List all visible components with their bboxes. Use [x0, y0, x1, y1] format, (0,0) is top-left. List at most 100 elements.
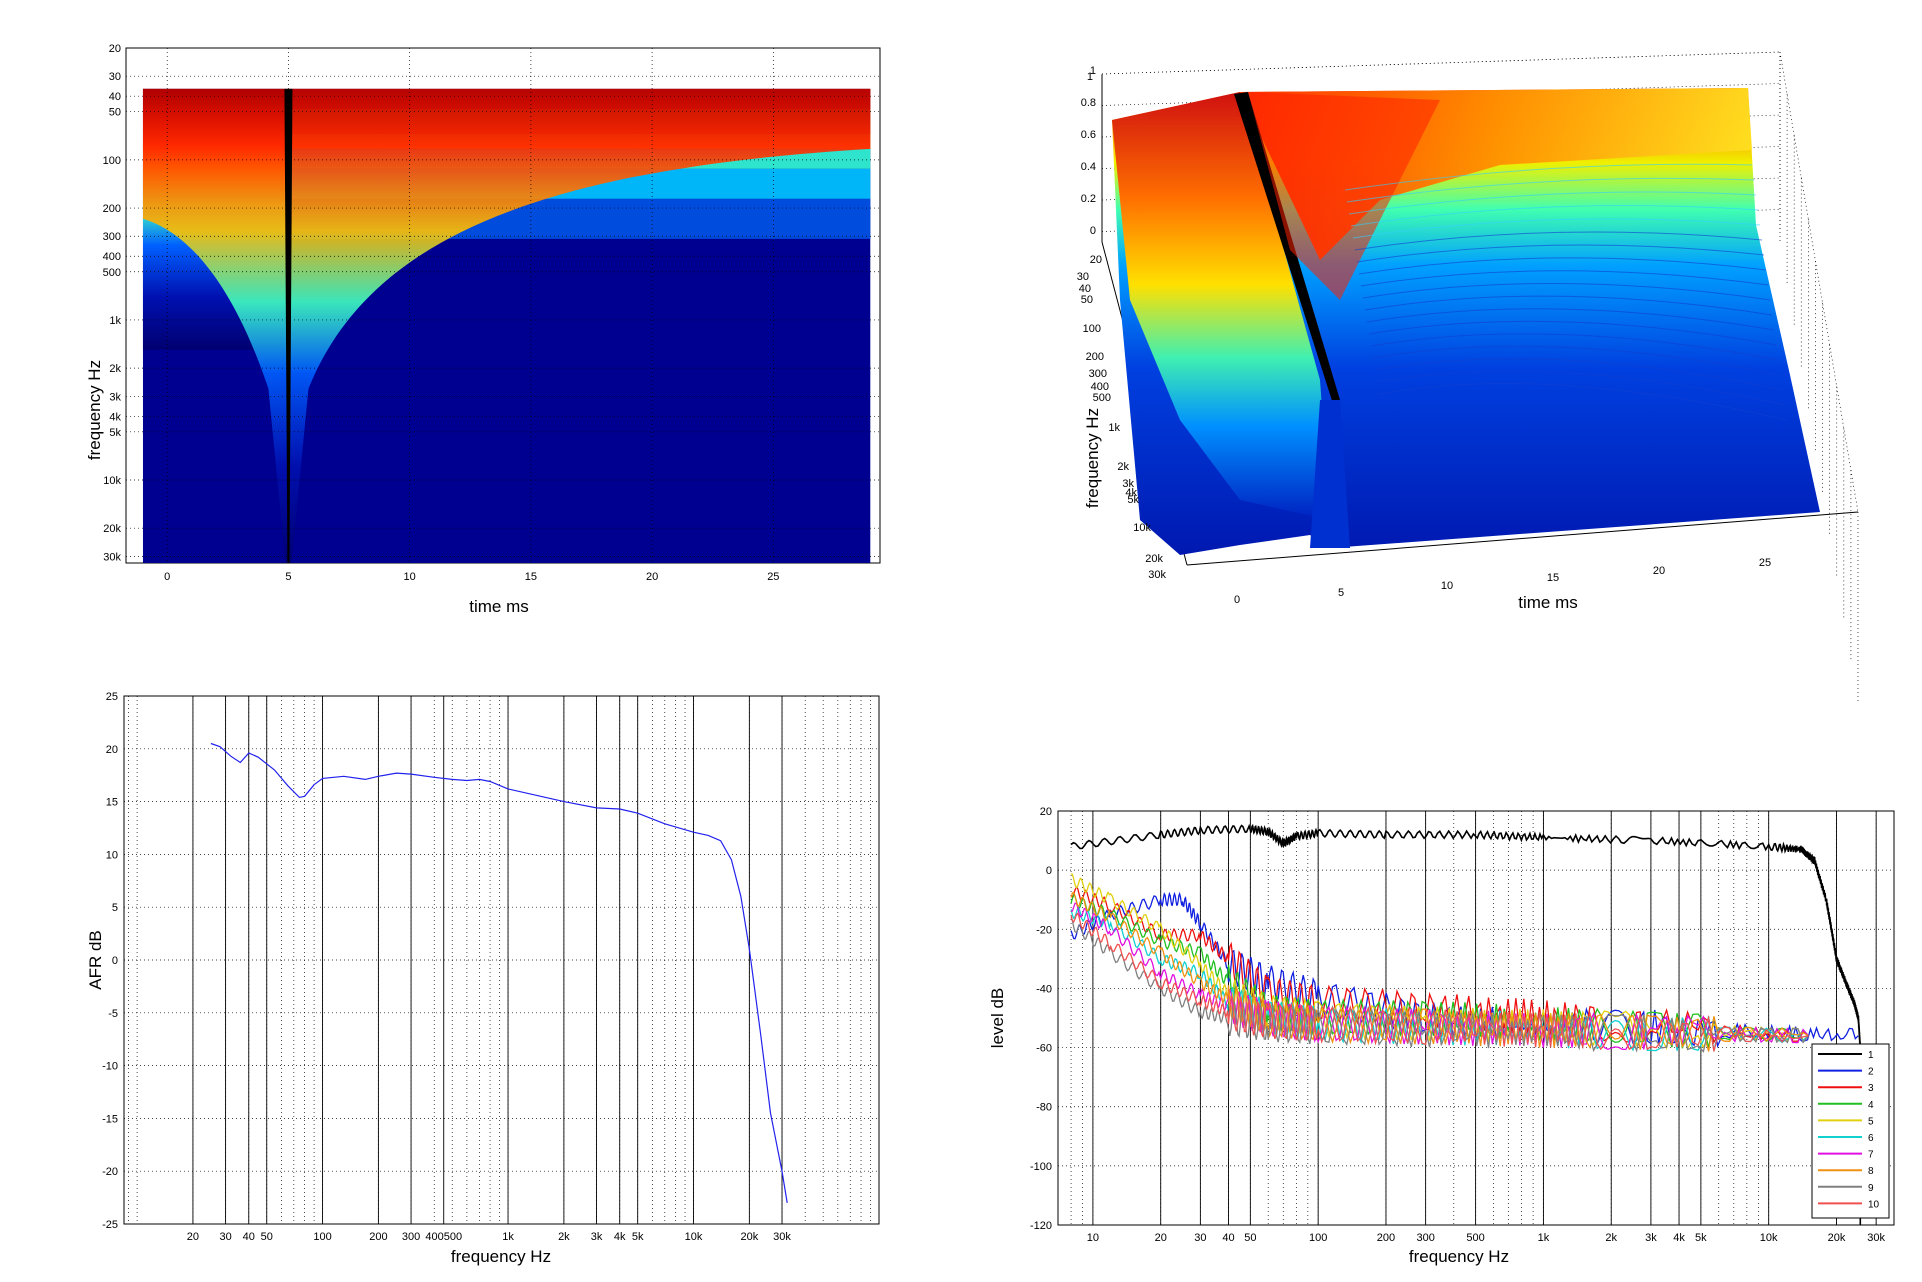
- y-tick-label: 50: [1081, 294, 1093, 306]
- afr-line: [210, 742, 788, 1203]
- x-tick-label: 10k: [685, 1231, 703, 1243]
- y-tick-label: 400: [1091, 381, 1109, 393]
- surface-ridge-red: [1248, 92, 1440, 300]
- level-legend: 1 2 3 4 5 6 7 8 9 10: [1811, 1043, 1890, 1219]
- y-tick-label: -80: [1036, 1102, 1052, 1114]
- y-tick-label: 0: [1046, 865, 1052, 877]
- spectrogram-heatmap: [142, 88, 871, 563]
- surface-row-line: [1364, 295, 1773, 316]
- surface-row-line: [1348, 191, 1757, 215]
- x-tick-label: 25: [1759, 557, 1771, 569]
- y-tick-label: -15: [102, 1113, 118, 1125]
- x-tick-label: 15: [1547, 572, 1559, 584]
- x-tick-label: 15: [525, 571, 537, 583]
- y-tick-label: -120: [1030, 1220, 1052, 1232]
- x-tick-label: 5k: [1695, 1232, 1707, 1244]
- afr-x-label: frequency Hz: [451, 1247, 551, 1266]
- x-tick-label: 5: [1338, 587, 1344, 599]
- legend-label-5: 5: [1868, 1116, 1874, 1127]
- box-edge: [1779, 51, 1859, 513]
- z-tick-label: 0: [1090, 225, 1096, 237]
- surface-row-line: [1370, 333, 1779, 361]
- x-tick-label: 0: [164, 571, 170, 583]
- surface-row-line: [1360, 270, 1769, 287]
- spectrogram-y-ticks: 20 30 40 50 100 200 300 400 500 1k 2k 3k 4k 5k 10k 20k 3…: [103, 43, 122, 563]
- surface-row-line: [1366, 308, 1775, 331]
- x-tick-label: 100: [1309, 1232, 1327, 1244]
- surface-row-line: [1352, 218, 1761, 239]
- y-tick-label: 50: [109, 107, 121, 119]
- y-tick-label: 400: [103, 251, 121, 263]
- waterfall-3d-y-label: frequency Hz: [1083, 408, 1102, 508]
- y-tick-label: 2k: [1117, 461, 1129, 473]
- y-tick-label: 2k: [109, 363, 121, 375]
- x-tick-label: 200: [369, 1231, 387, 1243]
- surface-impulse-ridge: [1234, 92, 1340, 410]
- z-tick-label: 0.2: [1081, 193, 1096, 205]
- x-tick-label: 20: [1653, 565, 1665, 577]
- y-tick-label: 5: [112, 902, 118, 914]
- legend-label-4: 4: [1868, 1100, 1874, 1111]
- x-tick-label: 40: [1222, 1232, 1234, 1244]
- x-tick-label: 4k: [614, 1231, 626, 1243]
- y-tick-label: 10k: [1133, 522, 1151, 534]
- series-line-3: [1070, 885, 1809, 1045]
- y-tick-label: 4k: [109, 411, 121, 423]
- x-tick-label: 10: [1441, 580, 1453, 592]
- y-tick-label: 15: [106, 797, 118, 809]
- level-series: [1070, 823, 1862, 1225]
- x-tick-label: 300: [1416, 1232, 1434, 1244]
- y-tick-label: 3k: [109, 391, 121, 403]
- x-tick-label: 40: [243, 1231, 255, 1243]
- x-tick-label: 20: [187, 1231, 199, 1243]
- x-tick-label: 20: [646, 571, 658, 583]
- x-tick-label: 0: [1234, 594, 1240, 606]
- afr-y-label: AFR dB: [86, 930, 105, 990]
- x-tick-label: 10k: [1760, 1232, 1778, 1244]
- y-tick-label: 500: [103, 267, 121, 279]
- surface-row-line: [1378, 383, 1787, 421]
- spectrogram-grid: [126, 47, 880, 563]
- legend-box: [1811, 1043, 1890, 1219]
- waterfall-3d-x-ticks: 0 5 10 15 20 25: [1234, 557, 1771, 606]
- surface-row-line: [1376, 370, 1785, 406]
- y-tick-label: -5: [108, 1008, 118, 1020]
- legend-label-2: 2: [1868, 1067, 1874, 1078]
- surface-row-line: [1350, 205, 1759, 227]
- legend-label-3: 3: [1868, 1083, 1874, 1094]
- series-line-1: [1070, 823, 1862, 1225]
- waterfall-3d-z-ticks: 0 0.2 0.4 0.6 0.8 11: [1081, 65, 1096, 237]
- z-tick-label: 1: [1090, 65, 1096, 77]
- x-tick-label: 3k: [591, 1231, 603, 1243]
- y-tick-label: 10: [106, 849, 118, 861]
- x-tick-label: 2k: [1605, 1232, 1617, 1244]
- x-tick-label: 30: [1194, 1232, 1206, 1244]
- x-tick-label: 1k: [502, 1231, 514, 1243]
- y-tick-label: 300: [103, 231, 121, 243]
- series-line-10: [1070, 912, 1809, 1052]
- surface-row-line: [1362, 282, 1771, 301]
- surface-row-line: [1354, 231, 1763, 251]
- x-tick-label: 300: [402, 1231, 420, 1243]
- x-tick-label: 30k: [1867, 1232, 1885, 1244]
- y-tick-label: 20: [1090, 254, 1102, 266]
- surface-row-line: [1368, 320, 1777, 346]
- x-tick-label: 4k: [1673, 1232, 1685, 1244]
- y-tick-label: 0: [112, 955, 118, 967]
- x-tick-label: 20k: [1828, 1232, 1846, 1244]
- level-x-ticks: 10 20 30 40 50 100 200 300 500 1k 2k 3k 4k 5k 10k 20k 30…: [1087, 1232, 1886, 1244]
- x-tick-label: 200: [1377, 1232, 1395, 1244]
- z-tick-label: 1: [1087, 71, 1093, 83]
- y-tick-label: 20: [1040, 806, 1052, 818]
- x-tick-label: 30: [219, 1231, 231, 1243]
- y-tick-label: 30k: [103, 551, 121, 563]
- x-tick-label: 500: [1466, 1232, 1484, 1244]
- legend-label-10: 10: [1868, 1199, 1880, 1210]
- y-tick-label: 10k: [103, 475, 121, 487]
- surface-row-line: [1344, 163, 1753, 191]
- surface-impulse-tail: [1310, 400, 1350, 548]
- spectrogram-x-ticks: 0 5 10 15 20 25: [164, 571, 779, 583]
- x-tick-label: 20k: [740, 1231, 758, 1243]
- y-tick-label: 300: [1089, 368, 1107, 380]
